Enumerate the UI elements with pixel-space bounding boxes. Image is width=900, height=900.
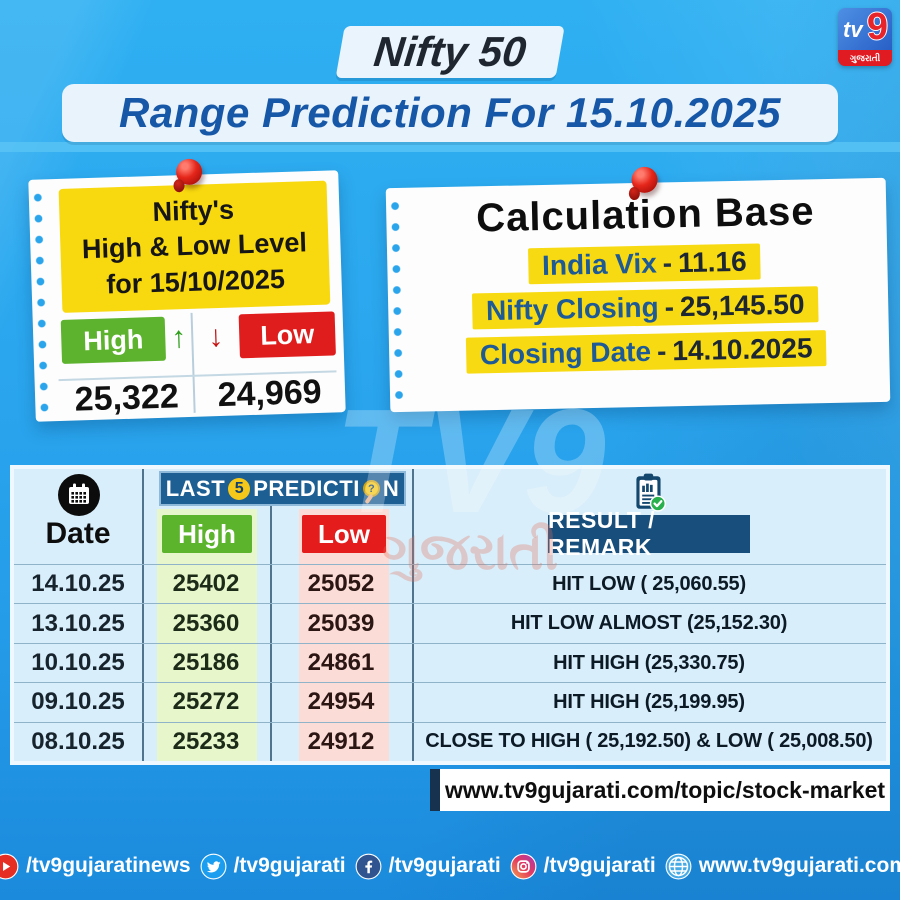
- twitter-icon: [200, 853, 227, 879]
- page-subtitle-text: Range Prediction For 15.10.2025: [118, 89, 782, 136]
- column-divider: [270, 505, 272, 761]
- high-low-card-title: Nifty's High & Low Level for 15/10/2025: [58, 180, 331, 313]
- globe-icon: [665, 853, 692, 879]
- high-low-card: Nifty's High & Low Level for 15/10/2025 …: [28, 158, 346, 422]
- facebook-icon: [355, 853, 382, 879]
- tv9-logo: tv 9 ગુજરાતી: [838, 6, 892, 66]
- page-title-text: Nifty 50: [371, 28, 529, 75]
- table-row: 14.10.25 25402 25052 HIT LOW ( 25,060.55…: [14, 564, 886, 603]
- pushpin-icon: [631, 166, 658, 194]
- table-row: 09.10.25 25272 24954 HIT HIGH (25,199.95…: [14, 682, 886, 721]
- high-label-badge: High: [60, 316, 167, 364]
- row-low-value: 24954: [307, 688, 375, 716]
- row-high-value: 25360: [172, 609, 240, 637]
- high-low-title-line1: Nifty's: [152, 194, 235, 228]
- website-link[interactable]: www.tv9gujarati.com: [665, 853, 900, 880]
- row-high-value: 25272: [172, 688, 240, 716]
- topic-url-bar[interactable]: www.tv9gujarati.com/topic/stock-market: [430, 769, 890, 811]
- row-result-remark: HIT LOW ALMOST (25,152.30): [510, 612, 788, 635]
- table-header: Date LAST 5 PREDICTI ? N High Low: [14, 469, 886, 564]
- low-label-badge: Low: [238, 311, 336, 359]
- table-row: 13.10.25 25360 25039 HIT LOW ALMOST (25,…: [14, 603, 886, 642]
- india-vix-value: 11.16: [677, 245, 747, 279]
- social-footer: /tv9gujaratinews /tv9gujarati /tv9gujara…: [0, 846, 900, 886]
- row-result-remark: HIT LOW ( 25,060.55): [552, 572, 746, 595]
- nifty-closing-label: Nifty Closing: [485, 291, 659, 327]
- low-column-header: Low: [302, 515, 386, 553]
- predicted-low-value: 24,969: [217, 372, 323, 415]
- row-date: 14.10.25: [31, 570, 125, 598]
- row-result-remark: CLOSE TO HIGH ( 25,192.50) & LOW ( 25,00…: [425, 730, 873, 753]
- nifty-closing-value: 25,145.50: [679, 288, 805, 323]
- row-result-remark: HIT HIGH (25,330.75): [553, 651, 745, 674]
- down-arrow-icon: ↓: [207, 319, 224, 354]
- clipboard-check-icon: [636, 473, 667, 512]
- calendar-icon: [58, 474, 100, 516]
- row-high-value: 25402: [172, 570, 240, 598]
- closing-date-value: 14.10.2025: [672, 332, 813, 367]
- high-column-header: High: [162, 515, 252, 553]
- row-date: 10.10.25: [31, 649, 125, 677]
- table-row: 08.10.25 25233 24912 CLOSE TO HIGH ( 25,…: [14, 721, 886, 761]
- youtube-handle[interactable]: /tv9gujaratinews: [0, 853, 191, 880]
- closing-date-label: Closing Date: [479, 335, 652, 371]
- row-date: 13.10.25: [31, 609, 125, 637]
- row-high-value: 25186: [172, 649, 240, 677]
- calc-line-india-vix: India Vix -11.16: [401, 241, 888, 287]
- instagram-handle[interactable]: /tv9gujarati: [510, 853, 656, 880]
- table-rows: 14.10.25 25402 25052 HIT LOW ( 25,060.55…: [14, 564, 886, 761]
- twitter-handle[interactable]: /tv9gujarati: [200, 853, 346, 880]
- up-arrow-icon: ↑: [170, 321, 187, 355]
- high-low-labels-row: High ↑ ↓ Low: [59, 308, 336, 367]
- number-5-badge: 5: [228, 477, 251, 500]
- row-low-value: 25052: [307, 570, 375, 598]
- result-remark-header: RESULT / REMARK: [548, 507, 750, 560]
- calculation-base-card: Calculation Base India Vix -11.16 Nifty C…: [385, 166, 891, 413]
- column-divider: [412, 469, 414, 761]
- page-subtitle: Range Prediction For 15.10.2025: [62, 84, 838, 142]
- prediction-table: Date LAST 5 PREDICTI ? N High Low: [10, 465, 890, 765]
- tv9-logo-tv: tv: [843, 17, 863, 42]
- row-low-value: 24912: [307, 727, 375, 755]
- predicted-high-value: 25,322: [74, 377, 180, 419]
- row-result-remark: HIT HIGH (25,199.95): [553, 690, 745, 713]
- row-date: 08.10.25: [31, 727, 125, 755]
- tv9-logo-9: 9: [866, 6, 888, 48]
- high-low-values-row: 25,322 24,969: [55, 372, 342, 421]
- page-title: Nifty 50: [335, 26, 565, 78]
- calc-line-closing-date: Closing Date -14.10.2025: [403, 329, 890, 375]
- high-low-title-line3: for 15/10/2025: [105, 263, 286, 300]
- youtube-icon: [0, 853, 19, 879]
- facebook-handle[interactable]: /tv9gujarati: [355, 853, 501, 880]
- column-divider: [142, 469, 144, 761]
- table-row: 10.10.25 25186 24861 HIT HIGH (25,330.75…: [14, 642, 886, 682]
- last-5-prediction-banner: LAST 5 PREDICTI ? N: [159, 471, 406, 506]
- calculation-base-title: Calculation Base: [475, 189, 815, 241]
- background-band: [0, 142, 900, 152]
- tv9-logo-language: ગુજરાતી: [838, 50, 892, 66]
- pushpin-icon: [175, 158, 203, 186]
- india-vix-label: India Vix: [541, 247, 658, 281]
- topic-url-text[interactable]: www.tv9gujarati.com/topic/stock-market: [440, 769, 890, 811]
- row-low-value: 24861: [307, 649, 375, 677]
- calc-line-nifty-closing: Nifty Closing -25,145.50: [402, 285, 889, 331]
- row-high-value: 25233: [172, 727, 240, 755]
- row-date: 09.10.25: [31, 688, 125, 716]
- magnifier-icon: ?: [362, 480, 380, 497]
- row-low-value: 25039: [307, 609, 375, 637]
- date-column-header: Date: [45, 517, 111, 550]
- instagram-icon: [510, 853, 537, 879]
- url-bar-accent: [430, 769, 440, 811]
